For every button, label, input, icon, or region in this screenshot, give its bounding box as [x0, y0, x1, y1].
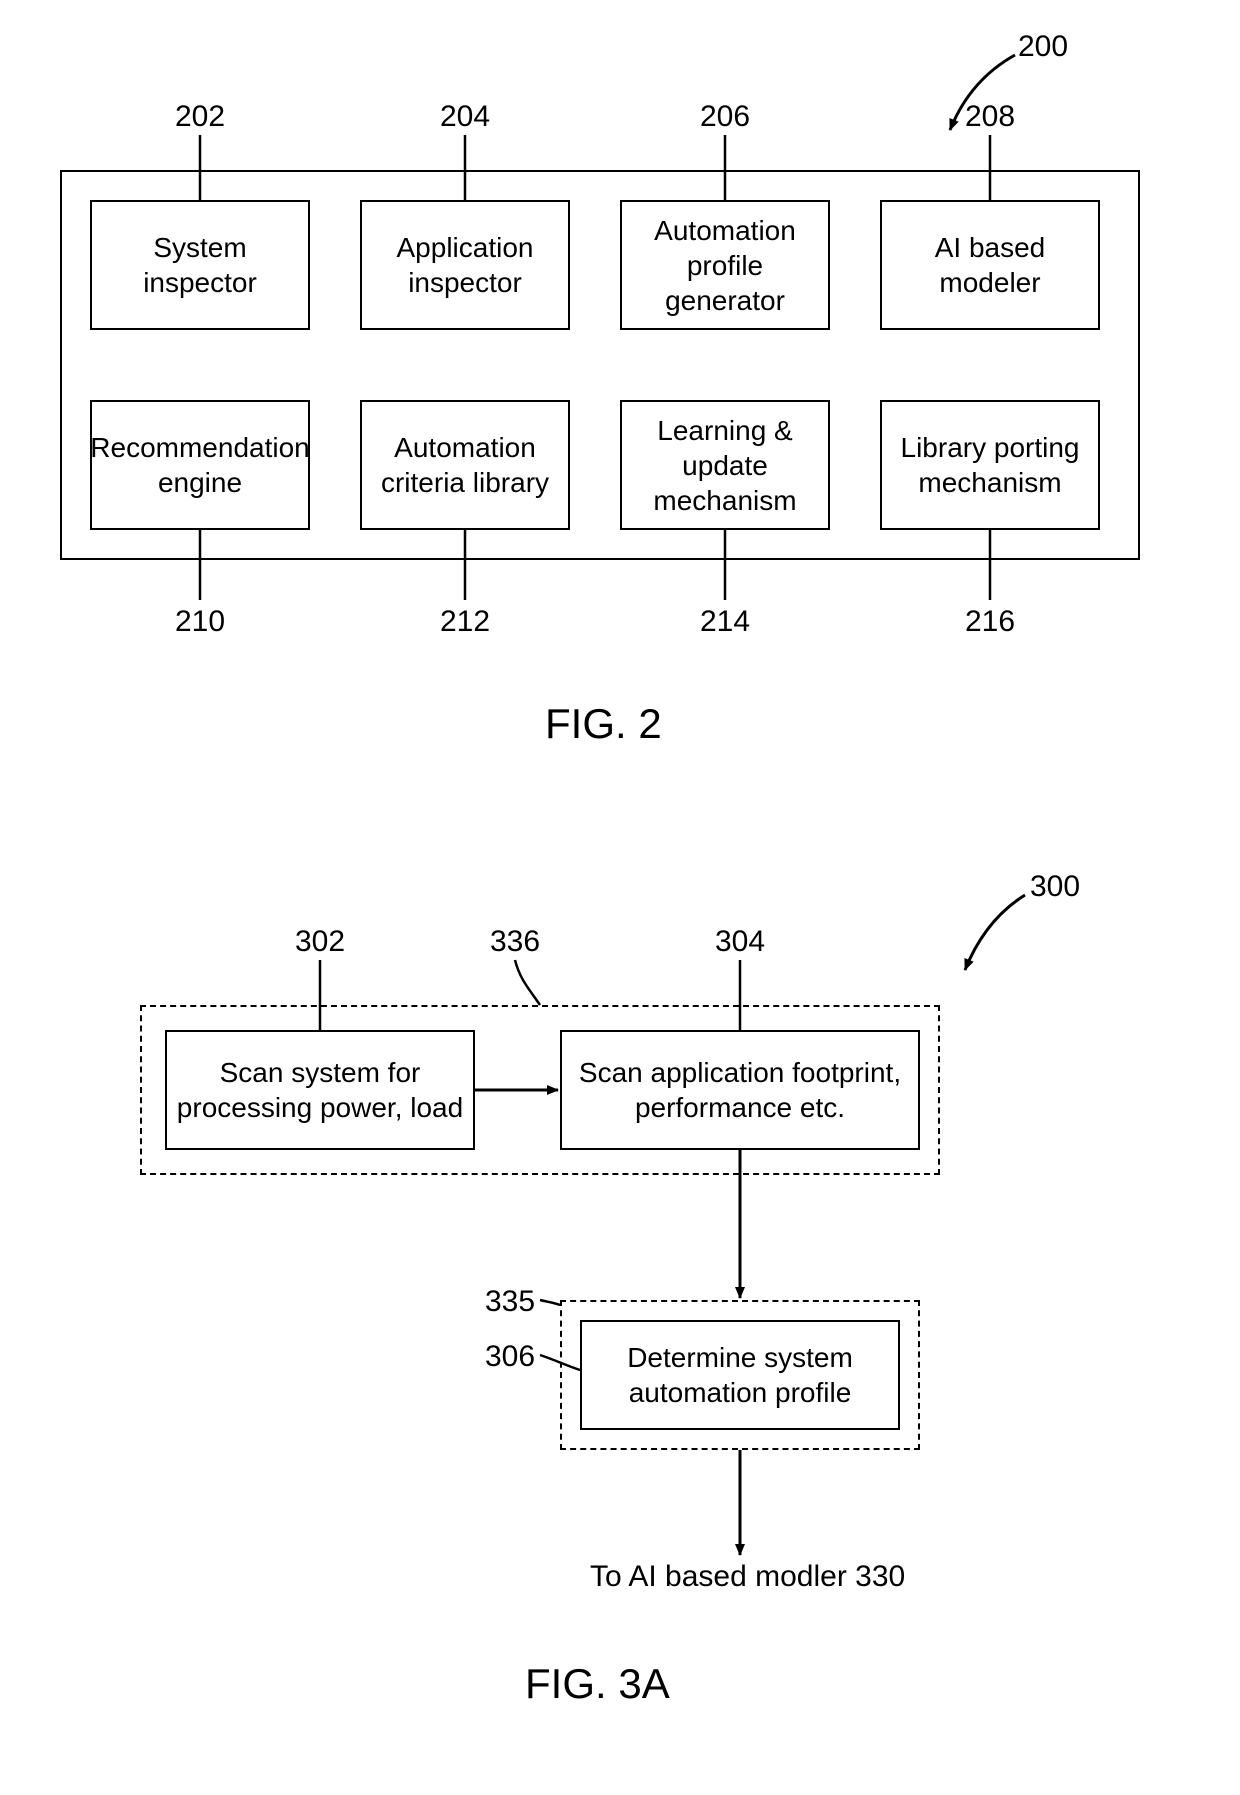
ref-200-label: 200	[1018, 30, 1068, 64]
box-application-inspector-text: Application inspector	[368, 230, 562, 300]
ref-216: 216	[965, 605, 1015, 639]
ref-304: 304	[715, 925, 765, 959]
ref-306: 306	[485, 1340, 535, 1374]
ref-302: 302	[295, 925, 345, 959]
box-automation-criteria-library-text: Automation criteria library	[368, 430, 562, 500]
box-automation-profile-generator-text: Automation profile generator	[628, 213, 822, 318]
fig2-caption: FIG. 2	[545, 700, 662, 748]
ref-214: 214	[700, 605, 750, 639]
box-scan-application: Scan application footprint, performance …	[560, 1030, 920, 1150]
diagram-canvas: 200 System inspector Application inspect…	[0, 0, 1240, 1795]
box-scan-application-text: Scan application footprint, performance …	[568, 1055, 912, 1125]
box-system-inspector-text: System inspector	[98, 230, 302, 300]
box-scan-system-text: Scan system for processing power, load	[173, 1055, 467, 1125]
box-application-inspector: Application inspector	[360, 200, 570, 330]
ref-208: 208	[965, 100, 1015, 134]
fig3a-caption: FIG. 3A	[525, 1660, 670, 1708]
ref-206: 206	[700, 100, 750, 134]
ref-210: 210	[175, 605, 225, 639]
box-learning-update-mechanism-text: Learning & update mechanism	[628, 413, 822, 518]
box-scan-system: Scan system for processing power, load	[165, 1030, 475, 1150]
box-automation-criteria-library: Automation criteria library	[360, 400, 570, 530]
fig3a-out-text: To AI based modler 330	[590, 1560, 905, 1594]
ref-300-label: 300	[1030, 870, 1080, 904]
box-library-porting-mechanism-text: Library porting mechanism	[888, 430, 1092, 500]
box-ai-based-modeler: AI based modeler	[880, 200, 1100, 330]
box-determine-profile: Determine system automation profile	[580, 1320, 900, 1430]
box-determine-profile-text: Determine system automation profile	[588, 1340, 892, 1410]
box-system-inspector: System inspector	[90, 200, 310, 330]
box-ai-based-modeler-text: AI based modeler	[888, 230, 1092, 300]
box-recommendation-engine: Recommendation engine	[90, 400, 310, 530]
ref-204: 204	[440, 100, 490, 134]
ref-202: 202	[175, 100, 225, 134]
ref-335: 335	[485, 1285, 535, 1319]
box-learning-update-mechanism: Learning & update mechanism	[620, 400, 830, 530]
box-automation-profile-generator: Automation profile generator	[620, 200, 830, 330]
box-recommendation-engine-text: Recommendation engine	[90, 430, 309, 500]
box-library-porting-mechanism: Library porting mechanism	[880, 400, 1100, 530]
ref-336: 336	[490, 925, 540, 959]
ref-212: 212	[440, 605, 490, 639]
